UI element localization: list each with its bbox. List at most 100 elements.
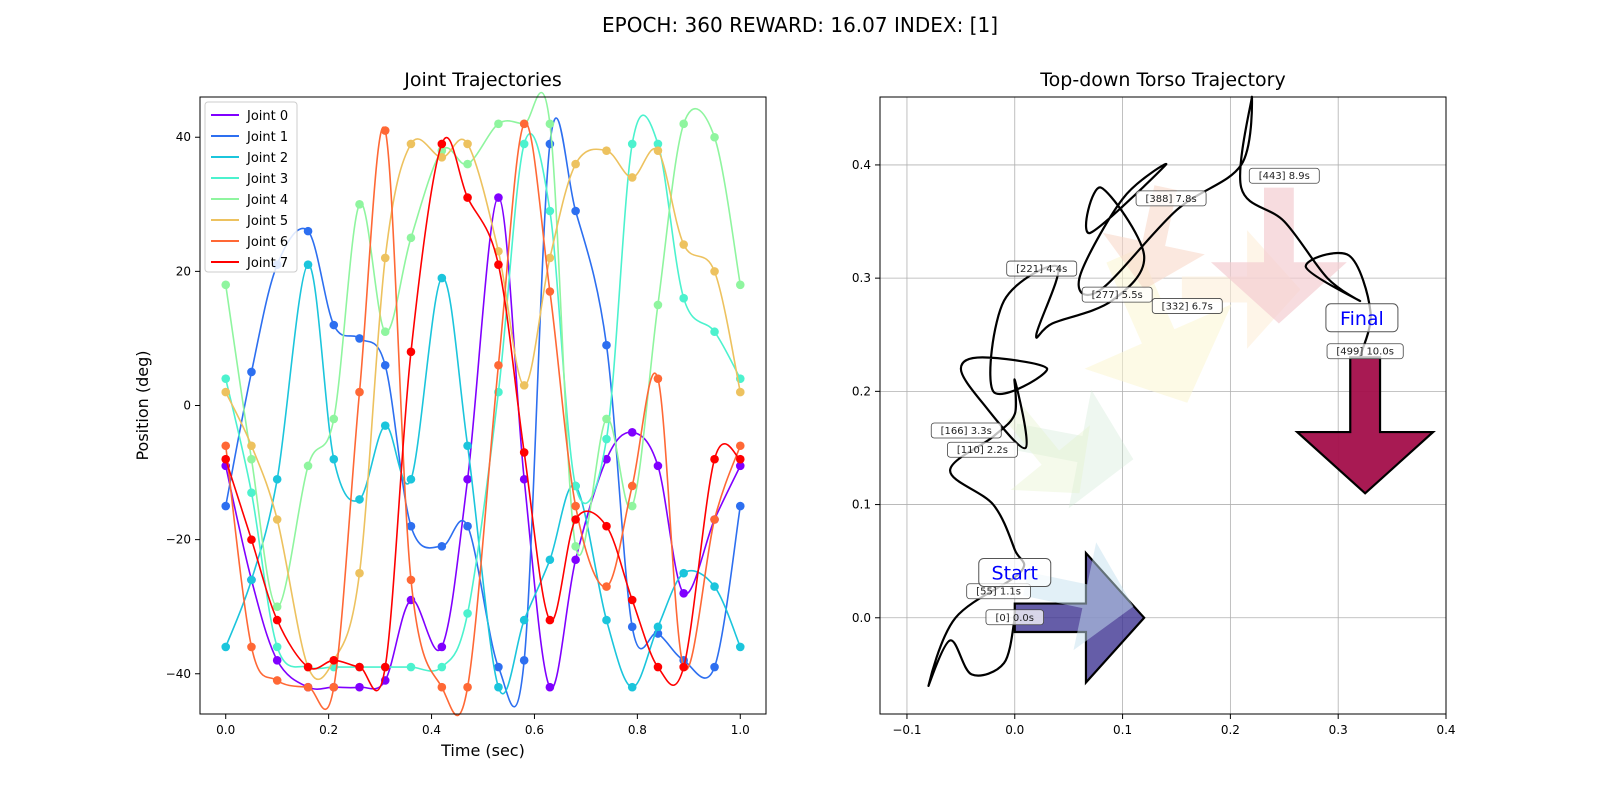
joint-point [272,602,282,611]
joint-point [272,474,282,484]
joint-point [380,421,390,430]
joint-point [710,454,719,464]
joint-point [627,595,637,605]
heading-arrow-shape [1023,542,1134,651]
joint-line [224,117,742,708]
time-marker-label: [388] 7.8s [1145,194,1196,205]
joint-point [735,280,745,290]
joint-point [437,682,447,692]
right-x-tick-label: 0.2 [1221,723,1240,737]
joint-point [355,662,364,672]
joint-point [571,542,580,551]
joint-point [494,662,503,672]
figure-suptitle: EPOCH: 360 REWARD: 16.07 INDEX: [1] [602,13,998,37]
joint-point [221,280,231,290]
joint-point [519,139,529,149]
time-marker: [0] 0.0s [985,609,1044,626]
joint-point [303,662,313,672]
heading-arrow-shape [1006,406,1090,494]
joint-point [329,454,339,464]
legend-entry: Joint 2 [246,151,288,166]
left-x-tick-label: 0.6 [525,723,544,737]
legend-entry: Joint 3 [246,172,288,187]
joint-point [627,428,637,437]
joint-point [545,139,555,149]
time-marker: [221] 4.4s [1006,260,1078,277]
joint-point [355,495,364,504]
joint-point [735,441,745,451]
joint-point [519,474,529,484]
joint-point [437,273,447,283]
joint-point [221,441,231,451]
time-marker-label: [499] 10.0s [1336,347,1394,358]
heading-arrow [1006,406,1090,494]
joint-point [679,293,688,303]
time-markers: [0] 0.0s [55] 1.1s [110] 2.2s [166] 3.3s [22… [930,167,1404,626]
joint-point [247,488,256,497]
legend-entry: Joint 7 [246,256,288,271]
plot-annotation-label: Final [1340,308,1384,330]
joint-point [679,119,688,129]
joint-point [380,360,390,370]
joint-point [653,139,663,149]
joint-point [303,226,313,236]
time-marker: [277] 5.5s [1081,286,1153,303]
joint-point [735,642,745,652]
joint-point [272,642,282,652]
joint-point [329,682,339,692]
joint-point [355,682,364,692]
right-axis-ticks: −0.1 0.0 0.1 0.2 0.3 0.4 0.0 0.1 0.2 0.3 0.4 [852,158,1456,737]
joint-point [494,193,503,202]
joint-point [272,515,282,524]
joint-point [602,582,611,591]
joint-point [494,682,503,692]
joint-point [571,501,580,511]
joint-point [653,622,663,632]
left-x-tick-label: 0.0 [216,723,235,737]
joint-point [710,327,719,337]
joint-point [627,501,637,511]
joint-point [329,656,339,665]
left-y-axis-label: Position (deg) [133,350,152,460]
joint-point [355,200,364,209]
joint-point [627,622,637,632]
time-marker-label: [0] 0.0s [996,613,1034,624]
right-x-tick-label: 0.3 [1329,723,1348,737]
plot-annotation-box [978,557,1052,587]
joint-trajectories-title: Joint Trajectories [403,69,561,91]
time-marker: [332] 6.7s [1151,298,1223,314]
joint-point [571,555,580,565]
joint-point [463,139,472,149]
left-y-tick-label: 40 [176,130,191,144]
joint-line [224,263,742,695]
legend-entry: Joint 0 [246,109,288,124]
joint-point [406,521,416,531]
joint-point [571,481,580,491]
joint-point [406,474,416,484]
joint-point [627,139,637,149]
joint-point [329,414,339,424]
joint-point [545,119,555,129]
time-marker: [499] 10.0s [1326,343,1404,360]
legend-box [204,101,298,273]
joint-point [602,521,611,531]
joint-point [247,535,256,544]
plot-annotation: Final [1325,303,1399,333]
heading-arrow [1210,187,1347,324]
left-x-tick-label: 1.0 [731,723,750,737]
joint-point [679,240,688,249]
right-y-tick-label: 0.3 [852,271,871,285]
time-marker-box [1135,190,1207,207]
joint-point [494,260,503,269]
time-marker-box [985,609,1044,626]
time-marker-label: [332] 6.7s [1162,301,1213,312]
joint-point [710,662,719,672]
joint-line [224,122,742,717]
time-marker-label: [221] 4.4s [1016,264,1067,275]
time-marker: [166] 3.3s [930,422,1002,439]
time-marker-label: [166] 3.3s [941,426,992,437]
joint-point [272,615,282,625]
joint-point [679,568,688,578]
legend-entry: Joint 1 [246,130,288,145]
joint-point [545,287,555,296]
